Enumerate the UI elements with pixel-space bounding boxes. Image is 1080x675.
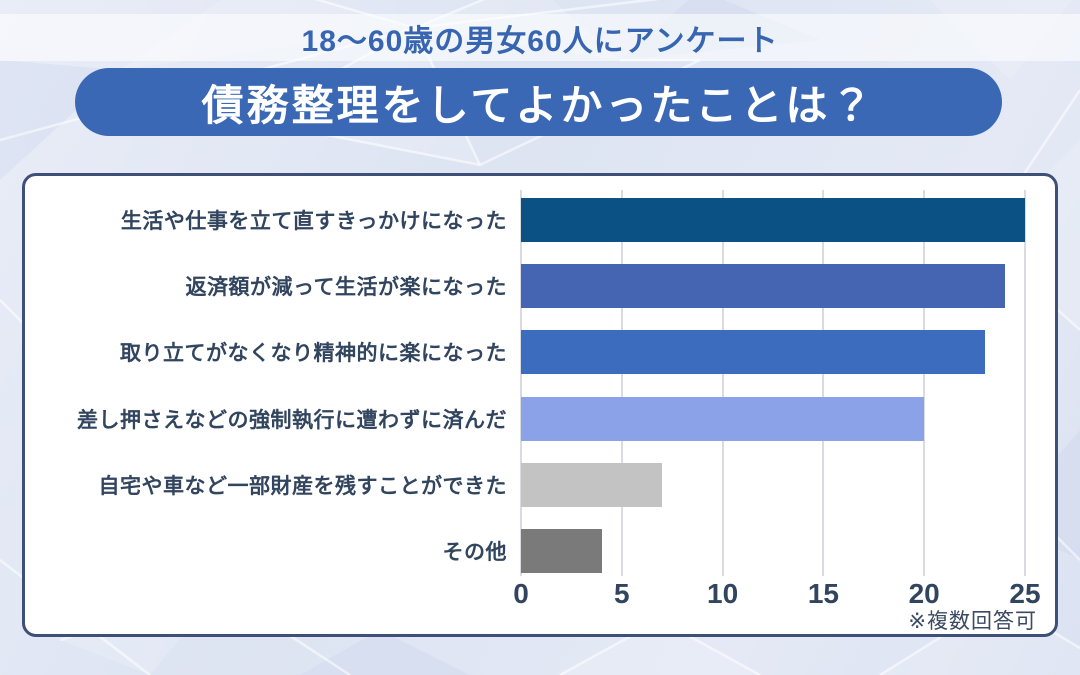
- gridline-x-25: [1024, 190, 1026, 576]
- bar: [521, 264, 1005, 309]
- plot-area: 生活や仕事を立て直すきっかけになった返済額が減って生活が楽になった取り立てがなく…: [25, 176, 1055, 634]
- page-title: 債務整理をしてよかったことは？: [201, 81, 876, 129]
- x-tick-label: 0: [513, 578, 529, 609]
- x-tick-label: 20: [908, 578, 940, 609]
- category-label: 生活や仕事を立て直すきっかけになった: [120, 210, 507, 233]
- title-banner: 債務整理をしてよかったことは？: [75, 68, 1002, 136]
- gridline-x-5: [620, 190, 623, 576]
- x-tick-label: 15: [807, 578, 839, 609]
- category-label: 差し押さえなどの強制執行に遭わずに済んだ: [77, 408, 507, 432]
- gridline-x-0: [520, 190, 522, 576]
- multiple-answers-note: ※複数回答可: [908, 610, 1037, 633]
- gridline-x-10: [721, 190, 724, 576]
- subtitle-band: 18〜60歳の男女60人にアンケート: [0, 14, 1080, 61]
- bar: [521, 330, 985, 375]
- x-tick-label: 25: [1009, 578, 1041, 609]
- gridline-x-15: [822, 190, 825, 576]
- category-label: その他: [442, 541, 507, 564]
- survey-subtitle: 18〜60歳の男女60人にアンケート: [301, 24, 779, 58]
- x-tick-label: 5: [614, 578, 630, 609]
- gridline-x-20: [923, 190, 926, 576]
- bar: [521, 529, 602, 573]
- category-label: 取り立てがなくなり精神的に楽になった: [120, 342, 507, 366]
- bar: [521, 198, 1025, 242]
- bar: [521, 396, 925, 441]
- category-label: 返済額が減って生活が楽になった: [185, 276, 507, 300]
- category-label: 自宅や車など一部財産を残すことができた: [98, 474, 507, 498]
- bar: [521, 462, 663, 507]
- chart-panel: 生活や仕事を立て直すきっかけになった返済額が減って生活が楽になった取り立てがなく…: [22, 173, 1058, 637]
- x-tick-label: 10: [707, 578, 739, 609]
